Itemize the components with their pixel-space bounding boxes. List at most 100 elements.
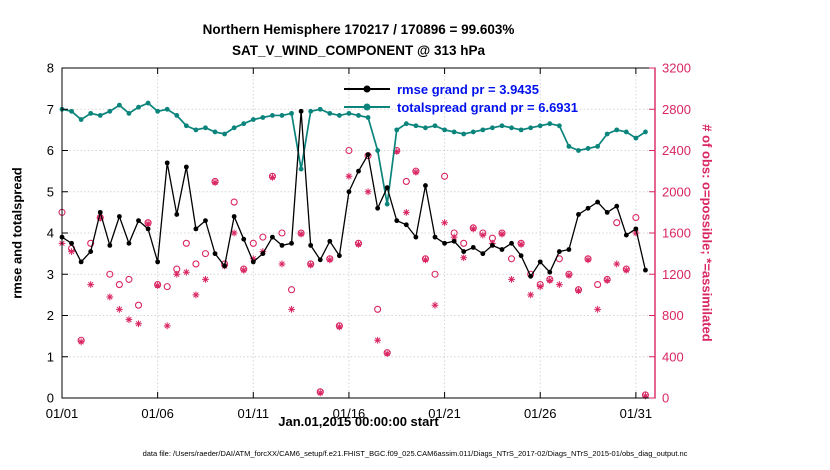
rmse-marker bbox=[241, 236, 247, 242]
rmse-marker bbox=[547, 269, 553, 275]
assimilated-obs-marker bbox=[364, 188, 372, 196]
assimilated-obs-marker bbox=[565, 271, 573, 279]
right-tick-label: 2400 bbox=[662, 143, 691, 158]
rmse-marker bbox=[365, 152, 371, 158]
totalspread-line-sample-icon bbox=[344, 102, 390, 112]
possible-obs-marker bbox=[632, 213, 640, 222]
assimilated-obs-marker bbox=[125, 316, 133, 324]
possible-obs-marker bbox=[278, 229, 286, 237]
rmse-marker bbox=[69, 240, 74, 246]
rmse-marker bbox=[451, 238, 457, 244]
possible-obs-marker bbox=[345, 146, 353, 155]
totalspread-marker bbox=[518, 127, 524, 133]
rmse-marker bbox=[604, 209, 610, 215]
assimilated-obs-marker bbox=[527, 291, 535, 299]
totalspread-marker bbox=[585, 146, 591, 151]
rmse-marker bbox=[375, 205, 381, 211]
assimilated-obs-marker bbox=[479, 231, 487, 239]
totalspread-marker bbox=[145, 100, 151, 106]
totalspread-marker bbox=[203, 125, 208, 131]
rmse-marker bbox=[203, 218, 208, 224]
totalspread-marker bbox=[88, 110, 94, 116]
rmse-marker bbox=[107, 242, 113, 248]
assimilated-obs-marker bbox=[642, 392, 649, 400]
right-tick-label: 800 bbox=[662, 308, 684, 323]
totalspread-marker bbox=[126, 110, 132, 116]
x-axis-label: Jan.01,2015 00:00:00 start bbox=[278, 414, 439, 429]
x-tick-label: 01/01 bbox=[46, 406, 79, 421]
assimilated-obs-marker bbox=[536, 283, 544, 291]
rmse-marker bbox=[384, 185, 390, 191]
totalspread-marker bbox=[136, 104, 141, 110]
rmse-marker bbox=[136, 218, 141, 224]
assimilated-obs-marker bbox=[173, 270, 181, 278]
possible-obs-marker bbox=[259, 233, 267, 241]
x-tick-label: 01/21 bbox=[428, 406, 461, 421]
right-tick-label: 400 bbox=[662, 349, 684, 364]
assimilated-obs-marker bbox=[441, 219, 448, 227]
assimilated-obs-marker bbox=[460, 254, 468, 262]
right-tick-label: 1200 bbox=[662, 267, 691, 282]
right-tick-label: 3200 bbox=[662, 61, 691, 76]
assimilated-obs-marker bbox=[412, 168, 420, 176]
assimilated-obs-marker bbox=[402, 208, 410, 216]
totalspread-marker bbox=[633, 135, 639, 141]
possible-obs-marker bbox=[182, 239, 190, 247]
totalspread-marker bbox=[461, 131, 467, 137]
totalspread-marker bbox=[356, 113, 361, 118]
x-tick-label: 01/26 bbox=[524, 406, 557, 421]
rmse-marker bbox=[432, 234, 438, 240]
assimilated-obs-marker bbox=[613, 260, 621, 268]
assimilated-obs-marker bbox=[269, 173, 276, 181]
data-file-caption: data file: /Users/raeder/DAI/ATM_forcXX/… bbox=[142, 449, 688, 458]
rmse-marker bbox=[97, 209, 103, 215]
totalspread-marker bbox=[643, 129, 648, 135]
left-tick-label: 4 bbox=[47, 226, 54, 241]
assimilated-obs-marker bbox=[115, 305, 123, 313]
totalspread-marker bbox=[260, 115, 266, 120]
possible-obs-marker bbox=[431, 270, 439, 278]
assimilated-obs-marker bbox=[68, 248, 75, 255]
x-tick-label: 01/11 bbox=[238, 406, 270, 421]
assimilated-obs-marker bbox=[422, 256, 429, 264]
x-tick-label: 01/16 bbox=[333, 406, 366, 421]
rmse-marker bbox=[490, 242, 495, 248]
possible-obs-marker bbox=[441, 172, 449, 180]
totalspread-marker bbox=[327, 110, 333, 116]
totalspread-marker bbox=[231, 125, 237, 131]
totalspread-marker bbox=[499, 123, 505, 129]
rmse-marker bbox=[623, 232, 629, 238]
rmse-marker bbox=[499, 247, 505, 252]
rmse-marker bbox=[442, 240, 447, 246]
right-tick-label: 2000 bbox=[662, 184, 691, 199]
x-tick-label: 01/31 bbox=[620, 406, 653, 421]
rmse-line-sample-icon bbox=[344, 84, 390, 94]
possible-obs-marker bbox=[106, 270, 114, 278]
rmse-marker bbox=[327, 238, 333, 244]
possible-obs-marker bbox=[249, 239, 257, 247]
rmse-marker bbox=[413, 234, 419, 240]
rmse-marker bbox=[250, 259, 256, 265]
rmse-marker bbox=[470, 245, 476, 250]
rmse-marker bbox=[480, 251, 486, 257]
totalspread-marker bbox=[298, 166, 304, 172]
totalspread-marker bbox=[413, 123, 419, 129]
rmse-marker bbox=[528, 273, 534, 279]
totalspread-marker bbox=[614, 127, 620, 133]
rmse-marker bbox=[183, 164, 189, 170]
rmse-marker bbox=[403, 222, 409, 228]
assimilated-obs-marker bbox=[211, 179, 219, 186]
totalspread-marker bbox=[595, 143, 601, 149]
possible-obs-marker bbox=[201, 250, 210, 258]
assimilated-obs-marker bbox=[431, 301, 439, 309]
totalspread-marker bbox=[241, 121, 247, 127]
rmse-marker bbox=[394, 218, 400, 224]
possible-obs-marker bbox=[163, 283, 171, 291]
rmse-marker bbox=[614, 203, 620, 209]
totalspread-marker bbox=[442, 127, 447, 133]
y-axis-left-label: rmse and totalspread bbox=[9, 167, 25, 299]
totalspread-marker bbox=[403, 121, 409, 127]
rmse-marker bbox=[260, 251, 266, 257]
right-tick-label: 0 bbox=[662, 391, 669, 406]
assimilated-obs-marker bbox=[316, 389, 324, 397]
